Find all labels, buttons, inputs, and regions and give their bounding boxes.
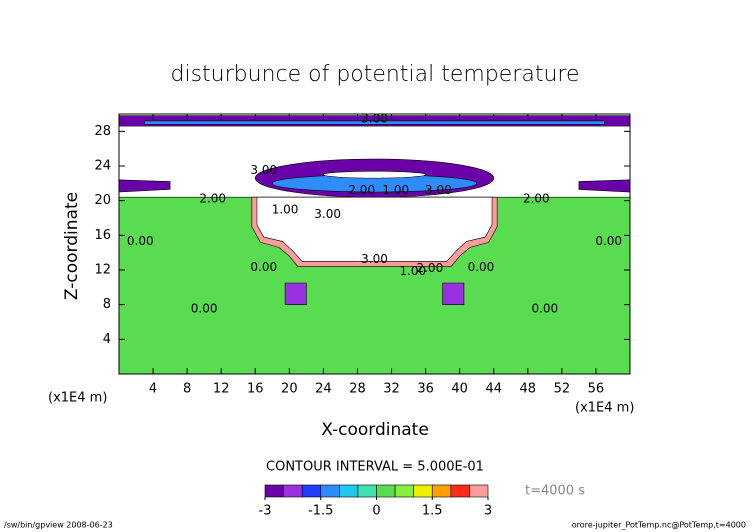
colorbar-box (469, 484, 489, 498)
y-tick-label: 24 (94, 159, 111, 174)
contour-label: 0.00 (191, 302, 218, 316)
colorbar-tick-label: -3 (259, 504, 272, 519)
colorbar-box (264, 484, 284, 498)
time-label: t=4000 s (525, 484, 585, 499)
x-tick-label: 40 (451, 382, 468, 397)
contour-region (144, 120, 605, 125)
contour-region (323, 170, 426, 179)
colorbar-box (339, 484, 359, 498)
contour-label: 1.00 (272, 203, 299, 217)
x-tick-label: 16 (247, 382, 264, 397)
y-tick-label: 20 (94, 193, 111, 208)
contour-label: 3.00 (314, 207, 341, 221)
x-unit-label: (x1E4 m) (575, 401, 634, 416)
colorbar-tick-label: -1.5 (308, 504, 333, 519)
contour-label: 0.00 (531, 302, 558, 316)
x-tick-label: 32 (383, 382, 400, 397)
contour-label: 3.00 (250, 163, 277, 177)
y-axis-label: Z-coordinate (62, 192, 82, 300)
colorbar-box (376, 484, 396, 498)
colorbar-box (283, 484, 303, 498)
colorbar-box (431, 484, 452, 498)
colorbar-box (320, 484, 340, 498)
x-tick-label: 56 (588, 382, 605, 397)
y-tick-label: 28 (94, 124, 111, 139)
contour-interval: CONTOUR INTERVAL = 5.000E-01 (266, 460, 484, 475)
x-tick-label: 28 (349, 382, 366, 397)
y-tick-label: 12 (94, 263, 111, 278)
contour-region (256, 196, 493, 262)
colorbar-tick-label: 1.5 (422, 504, 443, 519)
x-tick-label: 8 (183, 382, 191, 397)
x-tick-label: 4 (149, 382, 157, 397)
y-unit-label: (x1E4 m) (48, 391, 107, 406)
contour-label: 3.00 (425, 183, 452, 197)
x-tick-label: 52 (554, 382, 571, 397)
contour-region (284, 282, 307, 305)
contour-label: 2.00 (523, 191, 550, 205)
colorbar-tick-label: 3 (484, 504, 492, 519)
y-tick-label: 4 (103, 332, 111, 347)
footer-right: orore-jupiter_PotTemp.nc@PotTemp,t=4000 (572, 521, 746, 530)
contour-label: 0.00 (127, 234, 154, 248)
contour-label: 0.00 (468, 260, 495, 274)
x-tick-label: 24 (315, 382, 332, 397)
contour-label: 0.00 (250, 260, 277, 274)
contour-label: 2.00 (416, 261, 443, 275)
colorbar-box (357, 484, 377, 498)
contour-label: 0.00 (595, 234, 622, 248)
contour-label: 3.00 (361, 112, 388, 126)
colorbar-box (450, 484, 470, 498)
contour-label: 2.00 (348, 183, 375, 197)
y-tick-label: 16 (94, 228, 111, 243)
x-tick-label: 48 (520, 382, 537, 397)
colorbar-box (301, 484, 322, 498)
contour-label: 3.00 (361, 252, 388, 266)
x-tick-label: 20 (281, 382, 298, 397)
contour-label: 1.00 (399, 264, 426, 278)
x-tick-label: 36 (417, 382, 434, 397)
x-tick-label: 44 (485, 382, 502, 397)
contour-label: 1.00 (382, 183, 409, 197)
contour-region (442, 282, 465, 305)
x-tick-label: 12 (213, 382, 230, 397)
colorbar-box (394, 484, 414, 498)
x-axis-label: X-coordinate (321, 420, 429, 440)
chart-title: disturbunce of potential temperature (171, 62, 580, 87)
colorbar-tick-label: 0 (372, 504, 380, 519)
colorbar-box (413, 484, 433, 498)
contour-label: 2.00 (199, 191, 226, 205)
plot-frame (118, 113, 631, 375)
footer-left: /sw/bin/gpview 2008-06-23 (4, 521, 113, 530)
y-tick-label: 8 (103, 297, 111, 312)
